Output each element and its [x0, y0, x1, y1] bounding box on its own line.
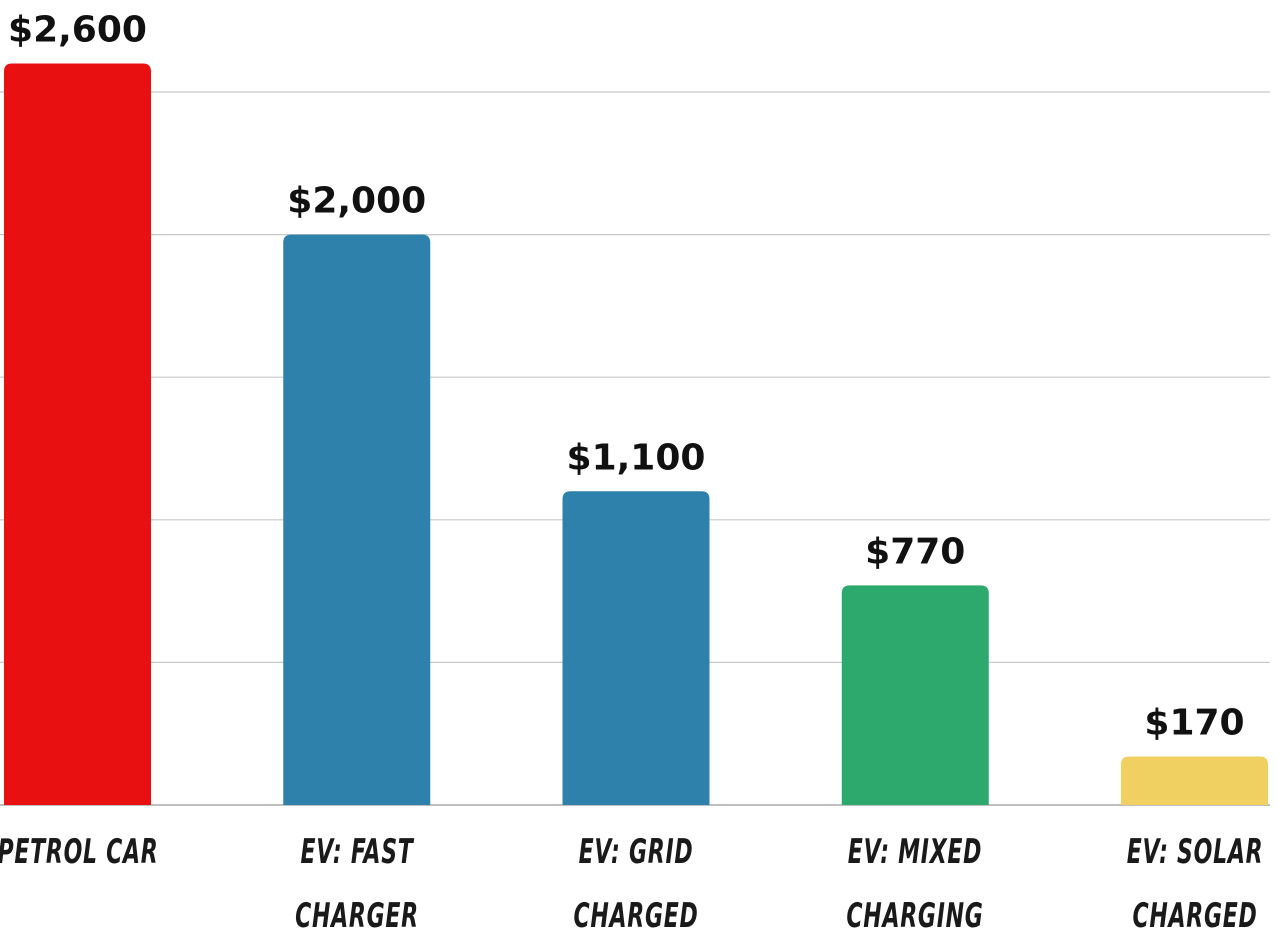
value-label: $2,600: [8, 9, 147, 50]
value-label: $1,100: [567, 437, 706, 478]
bar: [841, 585, 989, 805]
bar: [283, 234, 431, 806]
x-tick-label: EV: GRID CHARGED: [573, 832, 699, 936]
value-label: $170: [1144, 703, 1244, 744]
bar: [1121, 756, 1268, 805]
x-tick-label: PETROL CAR: [0, 832, 158, 872]
x-tick-label: EV: MIXED CHARGING: [846, 832, 984, 936]
x-tick-label: EV: SOLAR CHARGED: [1126, 832, 1263, 936]
bar: [4, 63, 151, 806]
value-label: $2,000: [287, 181, 426, 222]
value-label: $770: [865, 531, 965, 572]
bar: [562, 491, 710, 805]
x-tick-label: EV: FAST CHARGER: [294, 832, 419, 936]
